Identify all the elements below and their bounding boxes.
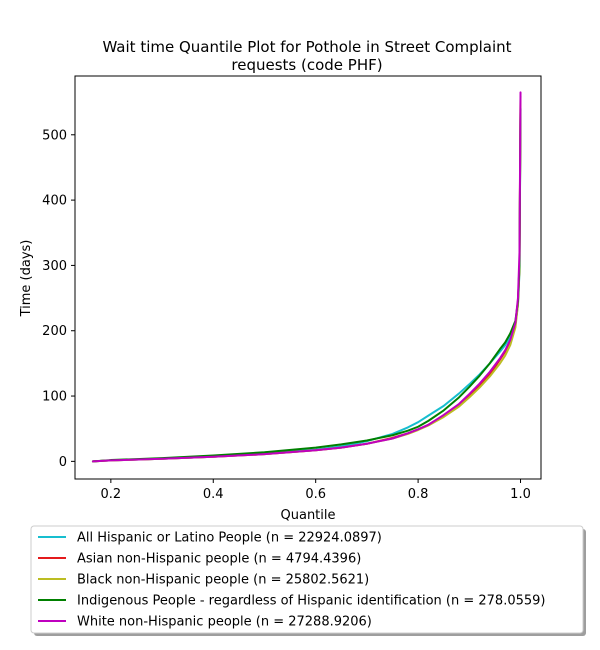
y-tick-label-2: 200 (42, 324, 67, 339)
x-tick-label-4: 1.0 (510, 487, 531, 502)
x-tick-label-2: 0.6 (305, 487, 326, 502)
legend-box (30, 525, 584, 634)
series-line-4 (91, 91, 522, 463)
legend-label-4: White non-Hispanic people (n = 27288.920… (77, 615, 372, 630)
legend-items: All Hispanic or Latino People (n = 22924… (38, 531, 546, 630)
x-axis-label: Quantile (281, 508, 336, 523)
x-tick-label-3: 0.8 (408, 487, 429, 502)
chart-title-line1: Wait time Quantile Plot for Pothole in S… (102, 38, 511, 56)
legend-label-1: Asian non-Hispanic people (n = 4794.4396… (77, 552, 361, 567)
legend-label-3: Indigenous People - regardless of Hispan… (77, 594, 546, 609)
x-tick-label-1: 0.4 (203, 487, 224, 502)
plot-frame (74, 75, 542, 480)
ticks-layer: 0.2 0.4 0.6 0.8 1.0 0 100 200 300 400 500 (42, 128, 531, 502)
y-axis-label: Time (days) (19, 240, 34, 318)
legend-label-2: Black non-Hispanic people (n = 25802.562… (77, 573, 369, 588)
legend: All Hispanic or Latino People (n = 22924… (30, 525, 586, 636)
legend-label-0: All Hispanic or Latino People (n = 22924… (77, 531, 382, 546)
x-tick-label-0: 0.2 (101, 487, 122, 502)
y-tick-label-0: 0 (59, 455, 67, 470)
y-tick-label-1: 100 (42, 390, 67, 405)
y-tick-label-5: 500 (42, 128, 67, 143)
y-tick-label-3: 300 (42, 259, 67, 274)
series-layer (91, 91, 522, 463)
chart-title-line2: requests (code PHF) (231, 56, 382, 74)
y-tick-label-4: 400 (42, 194, 67, 209)
series-line-3 (91, 107, 522, 463)
